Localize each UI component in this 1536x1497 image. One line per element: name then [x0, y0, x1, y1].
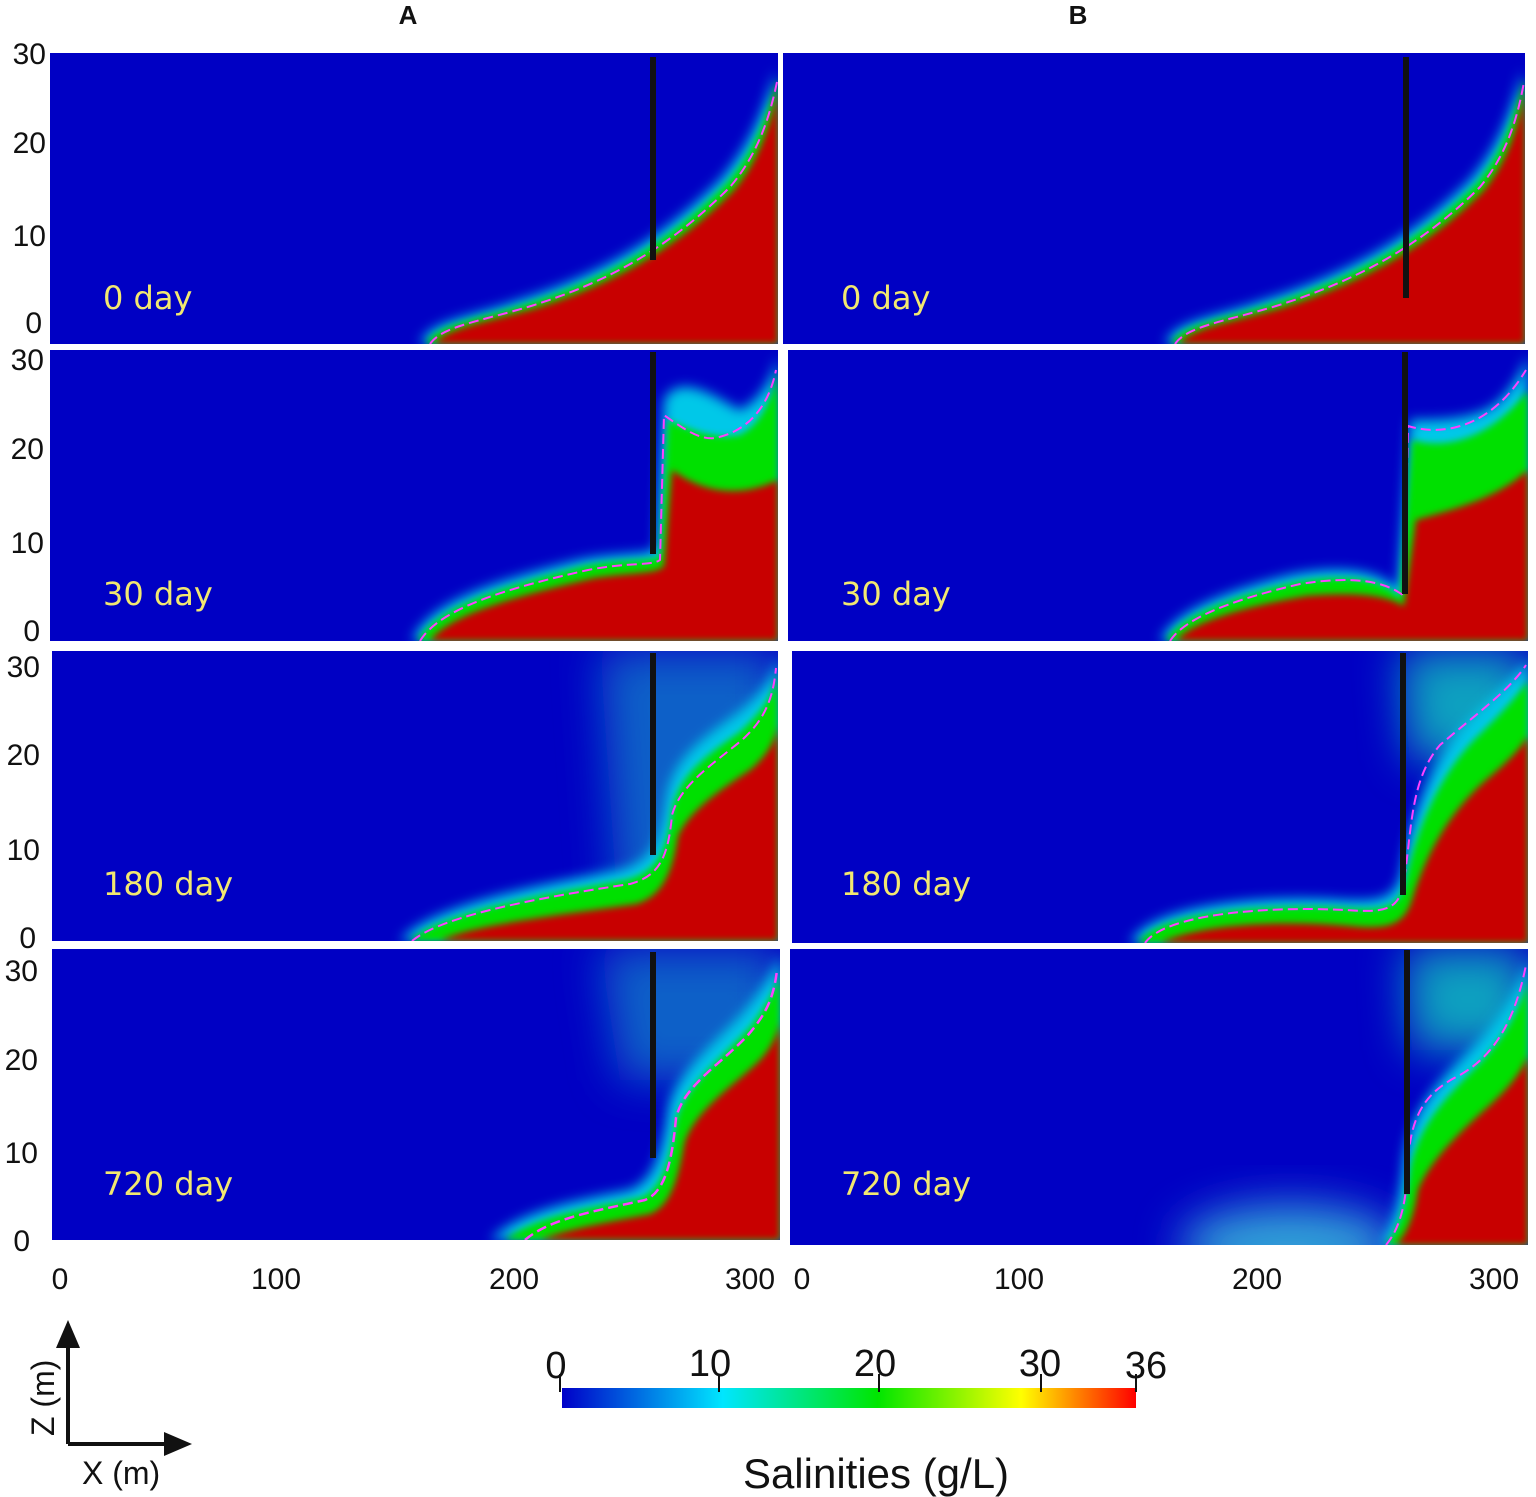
- colorbar-tick: 0: [545, 1345, 566, 1387]
- colorbar-tick: 30: [1019, 1343, 1061, 1385]
- time-label-a-720: 720 day: [103, 1165, 233, 1203]
- x-tick: 300: [1469, 1263, 1519, 1296]
- panel-b-0-day: [783, 53, 1525, 344]
- panel-b-720-day: [790, 949, 1528, 1245]
- x-axis-ticks-b: 0 100 200 300: [794, 1263, 1519, 1296]
- z-tick: 10: [7, 834, 40, 867]
- z-tick: 20: [5, 1044, 38, 1077]
- z-tick: 20: [7, 739, 40, 772]
- z-tick: 0: [19, 922, 36, 955]
- z-axis-ticks: 30 20 10 0 30 20 10 0 30 20 10 0 30 20 1…: [5, 38, 46, 1258]
- z-tick: 30: [7, 651, 40, 684]
- colorbar-tick: 36: [1125, 1345, 1167, 1387]
- z-tick: 10: [13, 220, 46, 253]
- z-tick: 0: [25, 307, 42, 340]
- panel-a-0-day: [50, 53, 778, 344]
- z-tick: 30: [11, 344, 44, 377]
- time-label-b-180: 180 day: [841, 865, 971, 903]
- time-label-a-0: 0 day: [103, 279, 192, 317]
- x-tick: 200: [489, 1263, 539, 1296]
- x-axis-label: X (m): [82, 1455, 160, 1491]
- z-tick: 20: [11, 433, 44, 466]
- z-tick: 30: [5, 955, 38, 988]
- z-tick: 20: [13, 127, 46, 160]
- z-tick: 10: [5, 1137, 38, 1170]
- x-tick: 100: [251, 1263, 301, 1296]
- column-heading-b: B: [1069, 0, 1088, 30]
- colorbar-tick: 10: [689, 1343, 731, 1385]
- colorbar-title: Salinities (g/L): [743, 1450, 1009, 1497]
- time-label-b-0: 0 day: [841, 279, 930, 317]
- x-tick: 0: [52, 1263, 69, 1296]
- axes-indicator: Z (m) X (m): [25, 1320, 192, 1491]
- panel-a-720-day: [52, 949, 780, 1240]
- x-tick: 200: [1232, 1263, 1282, 1296]
- x-axis-ticks-a: 0 100 200 300: [52, 1263, 775, 1296]
- time-label-a-30: 30 day: [103, 575, 213, 613]
- colorbar-tick: 20: [854, 1343, 896, 1385]
- panel-a-180-day: [52, 651, 778, 941]
- time-label-b-720: 720 day: [841, 1165, 971, 1203]
- z-tick: 10: [11, 527, 44, 560]
- z-arrow-icon: [56, 1320, 80, 1348]
- z-tick: 30: [13, 38, 46, 71]
- time-label-b-30: 30 day: [841, 575, 951, 613]
- x-tick: 0: [794, 1263, 811, 1296]
- panel-b-30-day: [788, 350, 1528, 641]
- column-heading-a: A: [399, 0, 418, 30]
- panel-b-180-day: [792, 651, 1528, 943]
- x-arrow-icon: [164, 1432, 192, 1456]
- panel-a-30-day: [50, 350, 778, 641]
- z-tick: 0: [13, 1225, 30, 1258]
- z-tick: 0: [23, 615, 40, 648]
- colorbar-gradient: [562, 1388, 1136, 1408]
- time-label-a-180: 180 day: [103, 865, 233, 903]
- colorbar: 0 10 20 30 36 Salinities (g/L): [545, 1343, 1167, 1497]
- x-tick: 100: [994, 1263, 1044, 1296]
- x-tick: 300: [725, 1263, 775, 1296]
- z-axis-label: Z (m): [25, 1360, 61, 1436]
